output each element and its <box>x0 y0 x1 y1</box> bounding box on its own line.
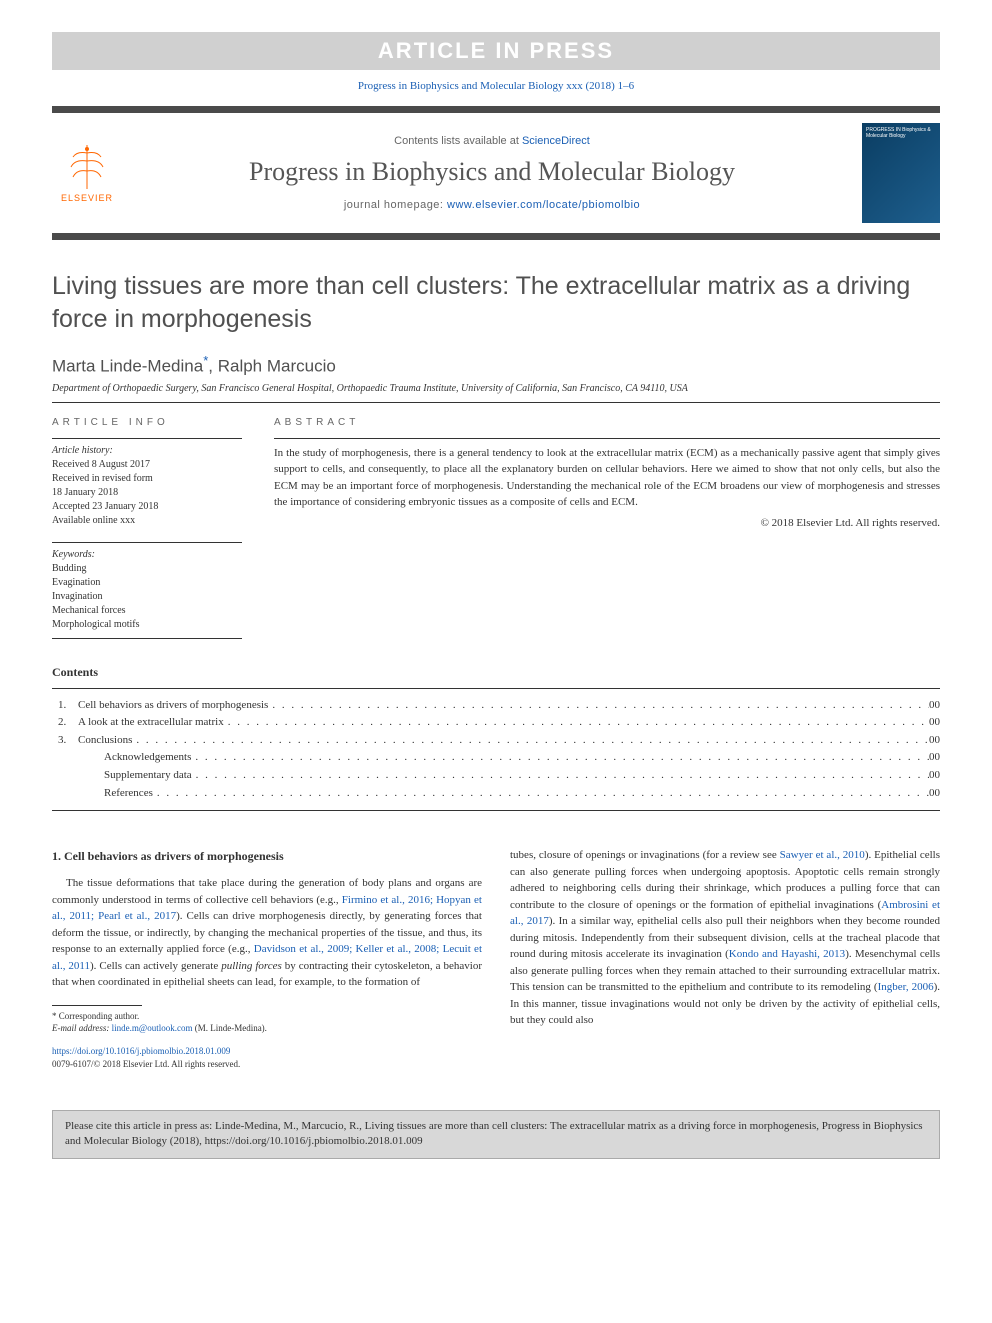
citation-link[interactable]: Kondo and Hayashi, 2013 <box>729 948 845 960</box>
toc-leader-dots: . . . . . . . . . . . . . . . . . . . . … <box>191 749 929 767</box>
toc-number: 3. <box>52 732 78 750</box>
publisher-logo: ELSEVIER <box>52 133 122 213</box>
journal-homepage-link[interactable]: www.elsevier.com/locate/pbiomolbio <box>447 199 640 211</box>
publisher-name: ELSEVIER <box>61 193 113 203</box>
history-item: Accepted 23 January 2018 <box>52 500 242 514</box>
author-email-link[interactable]: linde.m@outlook.com <box>112 1023 193 1033</box>
toc-page: 00 <box>929 767 940 785</box>
contents-available-line: Contents lists available at ScienceDirec… <box>140 135 844 147</box>
toc-leader-dots: . . . . . . . . . . . . . . . . . . . . … <box>153 785 929 803</box>
toc-leader-dots: . . . . . . . . . . . . . . . . . . . . … <box>132 732 929 750</box>
toc-list: 1.Cell behaviors as drivers of morphogen… <box>52 688 940 812</box>
keyword: Morphological motifs <box>52 618 242 632</box>
toc-leader-dots: . . . . . . . . . . . . . . . . . . . . … <box>224 714 929 732</box>
doi-block: https://doi.org/10.1016/j.pbiomolbio.201… <box>52 1045 482 1072</box>
toc-row: 3.Conclusions . . . . . . . . . . . . . … <box>52 732 940 750</box>
keyword: Budding <box>52 562 242 576</box>
article-history: Article history: Received 8 August 2017 … <box>52 438 242 528</box>
emphasis: pulling forces <box>221 960 282 972</box>
corresponding-author-footnote: * Corresponding author. E-mail address: … <box>52 1010 482 1035</box>
toc-number: 2. <box>52 714 78 732</box>
left-column: 1. Cell behaviors as drivers of morphoge… <box>52 847 482 1072</box>
toc-row: Supplementary data . . . . . . . . . . .… <box>52 767 940 785</box>
toc-number <box>78 785 104 803</box>
contents-heading: Contents <box>52 665 940 680</box>
copyright-line: © 2018 Elsevier Ltd. All rights reserved… <box>274 517 940 529</box>
journal-homepage-line: journal homepage: www.elsevier.com/locat… <box>140 199 844 211</box>
journal-name: Progress in Biophysics and Molecular Bio… <box>140 157 844 187</box>
toc-page: 00 <box>929 732 940 750</box>
keyword: Invagination <box>52 590 242 604</box>
journal-cover-thumbnail: PROGRESS IN Biophysics & Molecular Biolo… <box>862 123 940 223</box>
history-item: Available online xxx <box>52 514 242 528</box>
section-heading: 1. Cell behaviors as drivers of morphoge… <box>52 847 482 865</box>
abstract-heading: ABSTRACT <box>274 417 940 428</box>
history-item: Received in revised form <box>52 472 242 486</box>
history-item: Received 8 August 2017 <box>52 458 242 472</box>
footnote-divider <box>52 1005 142 1006</box>
toc-title[interactable]: References <box>104 785 153 803</box>
toc-page: 00 <box>929 749 940 767</box>
author-name: Marta Linde-Medina <box>52 357 203 376</box>
keyword: Mechanical forces <box>52 604 242 618</box>
issn-copyright: 0079-6107/© 2018 Elsevier Ltd. All right… <box>52 1058 482 1072</box>
abstract-column: ABSTRACT In the study of morphogenesis, … <box>274 417 940 639</box>
author-list: Marta Linde-Medina*, Ralph Marcucio <box>52 353 940 377</box>
citation-box: Please cite this article in press as: Li… <box>52 1110 940 1159</box>
toc-page: 00 <box>929 697 940 715</box>
abstract-text: In the study of morphogenesis, there is … <box>274 438 940 511</box>
body-paragraph: The tissue deformations that take place … <box>52 875 482 991</box>
toc-title[interactable]: Conclusions <box>78 732 132 750</box>
body-two-column: 1. Cell behaviors as drivers of morphoge… <box>52 847 940 1072</box>
table-of-contents: Contents 1.Cell behaviors as drivers of … <box>52 665 940 812</box>
toc-leader-dots: . . . . . . . . . . . . . . . . . . . . … <box>192 767 929 785</box>
author-name: Ralph Marcucio <box>218 357 336 376</box>
toc-row: 2.A look at the extracellular matrix . .… <box>52 714 940 732</box>
citation-link[interactable]: Sawyer et al., 2010 <box>780 849 865 861</box>
keywords-label: Keywords: <box>52 549 242 560</box>
toc-title[interactable]: Supplementary data <box>104 767 192 785</box>
journal-masthead: ELSEVIER Contents lists available at Sci… <box>52 106 940 240</box>
paper-page: ARTICLE IN PRESS Progress in Biophysics … <box>0 0 992 1092</box>
toc-leader-dots: . . . . . . . . . . . . . . . . . . . . … <box>268 697 929 715</box>
history-item: 18 January 2018 <box>52 486 242 500</box>
elsevier-tree-icon <box>67 143 107 191</box>
affiliation: Department of Orthopaedic Surgery, San F… <box>52 383 940 394</box>
toc-page: 00 <box>929 714 940 732</box>
article-info-heading: ARTICLE INFO <box>52 417 242 428</box>
keyword: Evagination <box>52 576 242 590</box>
body-paragraph: tubes, closure of openings or invaginati… <box>510 847 940 1029</box>
toc-row: 1.Cell behaviors as drivers of morphogen… <box>52 697 940 715</box>
keywords-block: Keywords: Budding Evagination Invaginati… <box>52 542 242 639</box>
toc-number <box>78 767 104 785</box>
history-label: Article history: <box>52 445 242 456</box>
toc-title[interactable]: A look at the extracellular matrix <box>78 714 224 732</box>
masthead-center: Contents lists available at ScienceDirec… <box>140 135 844 211</box>
article-title: Living tissues are more than cell cluste… <box>52 270 940 335</box>
toc-number: 1. <box>52 697 78 715</box>
sciencedirect-link[interactable]: ScienceDirect <box>522 135 590 147</box>
article-info-column: ARTICLE INFO Article history: Received 8… <box>52 417 242 639</box>
info-abstract-row: ARTICLE INFO Article history: Received 8… <box>52 417 940 639</box>
toc-title[interactable]: Cell behaviors as drivers of morphogenes… <box>78 697 268 715</box>
toc-page: 00 <box>929 785 940 803</box>
corresponding-marker: * <box>203 353 208 368</box>
citation-link[interactable]: Ingber, 2006 <box>878 981 934 993</box>
doi-link[interactable]: https://doi.org/10.1016/j.pbiomolbio.201… <box>52 1046 230 1056</box>
toc-number <box>78 749 104 767</box>
divider <box>52 402 940 403</box>
article-in-press-banner: ARTICLE IN PRESS <box>52 32 940 70</box>
citation-header: Progress in Biophysics and Molecular Bio… <box>52 80 940 92</box>
right-column: tubes, closure of openings or invaginati… <box>510 847 940 1072</box>
toc-row: Acknowledgements . . . . . . . . . . . .… <box>52 749 940 767</box>
toc-title[interactable]: Acknowledgements <box>104 749 191 767</box>
toc-row: References . . . . . . . . . . . . . . .… <box>52 785 940 803</box>
